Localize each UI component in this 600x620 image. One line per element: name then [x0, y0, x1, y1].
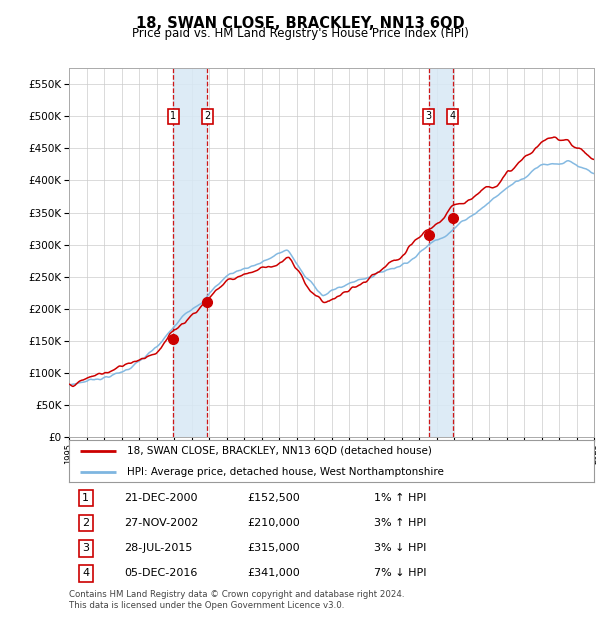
Text: 2: 2	[204, 112, 211, 122]
Text: Price paid vs. HM Land Registry's House Price Index (HPI): Price paid vs. HM Land Registry's House …	[131, 27, 469, 40]
Text: 28-JUL-2015: 28-JUL-2015	[124, 543, 193, 553]
Text: 1: 1	[170, 112, 176, 122]
Text: 3: 3	[82, 543, 89, 553]
Text: £341,000: £341,000	[248, 569, 300, 578]
Text: 3% ↑ HPI: 3% ↑ HPI	[373, 518, 426, 528]
Text: 1: 1	[82, 493, 89, 503]
Text: Contains HM Land Registry data © Crown copyright and database right 2024.
This d: Contains HM Land Registry data © Crown c…	[69, 590, 404, 609]
Text: 05-DEC-2016: 05-DEC-2016	[124, 569, 197, 578]
Text: 4: 4	[82, 569, 89, 578]
Text: £210,000: £210,000	[248, 518, 300, 528]
Text: 21-DEC-2000: 21-DEC-2000	[124, 493, 197, 503]
Text: 4: 4	[449, 112, 455, 122]
Text: 27-NOV-2002: 27-NOV-2002	[124, 518, 199, 528]
Text: 7% ↓ HPI: 7% ↓ HPI	[373, 569, 426, 578]
Text: 18, SWAN CLOSE, BRACKLEY, NN13 6QD (detached house): 18, SWAN CLOSE, BRACKLEY, NN13 6QD (deta…	[127, 446, 431, 456]
Text: £315,000: £315,000	[248, 543, 300, 553]
Bar	[429, 68, 452, 437]
Text: 3: 3	[426, 112, 432, 122]
Text: 18, SWAN CLOSE, BRACKLEY, NN13 6QD: 18, SWAN CLOSE, BRACKLEY, NN13 6QD	[136, 16, 464, 30]
Text: £152,500: £152,500	[248, 493, 300, 503]
Text: HPI: Average price, detached house, West Northamptonshire: HPI: Average price, detached house, West…	[127, 467, 443, 477]
Text: 1% ↑ HPI: 1% ↑ HPI	[373, 493, 426, 503]
Bar	[173, 68, 207, 437]
Text: 3% ↓ HPI: 3% ↓ HPI	[373, 543, 426, 553]
Text: 2: 2	[82, 518, 89, 528]
